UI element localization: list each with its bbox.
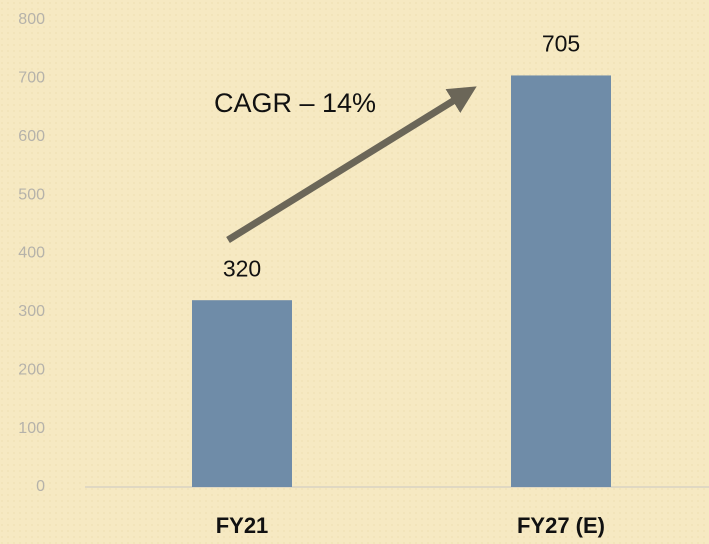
y-tick-label: 200 [18,361,45,378]
y-tick-label: 300 [18,303,45,320]
data-label: 320 [223,255,261,281]
y-tick-label: 0 [36,478,45,495]
y-tick-label: 600 [18,128,45,145]
y-tick-label: 400 [18,245,45,262]
bar [192,300,292,487]
y-tick-label: 700 [18,70,45,87]
y-tick-label: 100 [18,420,45,437]
x-tick-label: FY21 [216,513,269,538]
data-label: 705 [542,31,580,57]
y-tick-label: 800 [18,11,45,28]
cagr-arrow [226,86,477,243]
y-tick-label: 500 [18,186,45,203]
annotation: CAGR – 14% [214,88,376,118]
x-tick-label: FY27 (E) [517,513,605,538]
bar [511,75,611,488]
